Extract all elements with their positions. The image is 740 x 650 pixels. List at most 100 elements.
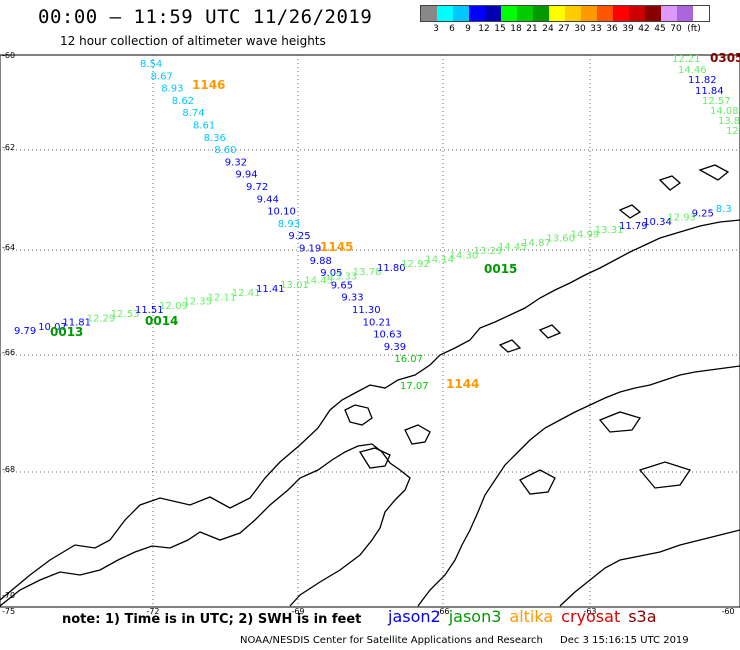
wave-height-value: 12.53 bbox=[111, 309, 140, 320]
wave-height-value: 9.25 bbox=[692, 208, 714, 219]
credit-text: NOAA/NESDIS Center for Satellite Applica… bbox=[240, 635, 543, 646]
longitude-labels: -75 -72 -69 -66 -63 -60 bbox=[2, 607, 735, 616]
generated-timestamp: Dec 3 15:16:15 UTC 2019 bbox=[560, 635, 689, 646]
wave-height-value: 10.10 bbox=[267, 207, 296, 218]
legend-swatch bbox=[437, 6, 453, 21]
longitude-label: -72 bbox=[146, 607, 159, 616]
legend-tick-label: 18 bbox=[510, 24, 522, 34]
wave-height-value: 16.07 bbox=[394, 354, 423, 365]
color-scale-legend: 3 6 9 12 15 18 21 24 27 30 33 36 39 42 45 70 (ft) bbox=[420, 5, 710, 34]
wave-height-value: 12.93 bbox=[667, 213, 696, 224]
pass-time-labels: 1146 1145 1144 0015 0014 0013 0305 bbox=[50, 51, 740, 391]
wave-height-value: 14.46 bbox=[678, 65, 707, 76]
wave-height-value: 11.80 bbox=[377, 263, 406, 274]
wave-height-value: 9.25 bbox=[288, 231, 310, 242]
satellite-key: jason2 jason3 altika cryosat s3a bbox=[388, 607, 665, 626]
wave-height-value: 9.05 bbox=[320, 268, 342, 279]
legend-tick-label: 24 bbox=[542, 24, 554, 34]
wave-height-value: 9.44 bbox=[257, 194, 279, 205]
wave-height-value: 8.60 bbox=[214, 145, 236, 156]
legend-swatch bbox=[661, 6, 677, 21]
legend-swatch bbox=[485, 6, 501, 21]
wave-height-value: 11.82 bbox=[688, 75, 717, 86]
pass-time-label: 0015 bbox=[484, 262, 517, 276]
latitude-label: -62 bbox=[2, 143, 15, 152]
map-frame bbox=[0, 54, 740, 608]
satellite-s3a: s3a bbox=[628, 607, 657, 626]
legend-swatch bbox=[501, 6, 517, 21]
wave-height-value: 12 bbox=[726, 126, 739, 137]
wave-height-value: 12.35 bbox=[183, 297, 212, 308]
longitude-label: -69 bbox=[291, 607, 304, 616]
map-subtitle: 12 hour collection of altimeter wave hei… bbox=[60, 34, 326, 48]
longitude-label: -60 bbox=[721, 607, 734, 616]
longitude-label: -75 bbox=[2, 607, 15, 616]
legend-tick-label: 42 bbox=[638, 24, 650, 34]
pass-time-label: 0305 bbox=[710, 51, 740, 65]
wave-height-value: 11.84 bbox=[695, 86, 724, 97]
latitude-label: -66 bbox=[2, 348, 15, 357]
legend-swatch bbox=[517, 6, 533, 21]
latitude-label: -64 bbox=[2, 243, 15, 252]
wave-height-value: 8.93 bbox=[278, 219, 300, 230]
wave-height-value: 10.07 bbox=[38, 322, 67, 333]
wave-height-value: 12.21 bbox=[672, 54, 701, 65]
latitude-label: -60 bbox=[2, 51, 15, 60]
wave-height-value: 12.29 bbox=[87, 313, 116, 324]
wave-height-value: 13.33 bbox=[329, 271, 358, 282]
legend-tick-label: 15 bbox=[494, 24, 506, 34]
legend-unit: (ft) bbox=[687, 24, 701, 34]
wave-height-value: 14.87 bbox=[522, 238, 551, 249]
wave-height-value: 13.8 bbox=[718, 116, 740, 127]
wave-height-value: 9.72 bbox=[246, 182, 268, 193]
wave-height-value: 11.30 bbox=[352, 305, 381, 316]
wave-height-value: 9.88 bbox=[310, 256, 332, 267]
satellite-altika: altika bbox=[509, 607, 554, 626]
wave-height-value: 13.31 bbox=[595, 225, 624, 236]
wave-height-value: 9.32 bbox=[225, 157, 247, 168]
wave-height-value: 8.62 bbox=[172, 96, 194, 107]
wave-height-value: 13.60 bbox=[546, 234, 575, 245]
wave-height-value: 8.93 bbox=[161, 84, 183, 95]
footnote: note: 1) Time is in UTC; 2) SWH is in fe… bbox=[62, 612, 362, 627]
wave-height-value: 14.45 bbox=[304, 276, 333, 287]
legend-swatch bbox=[549, 6, 565, 21]
legend-tick-label: 3 bbox=[433, 24, 439, 34]
pass-time-label: 1146 bbox=[192, 78, 225, 92]
wave-height-value: 12.92 bbox=[401, 259, 430, 270]
wave-height-value: 11.41 bbox=[256, 284, 285, 295]
wave-height-value: 9.65 bbox=[331, 280, 353, 291]
wave-height-value: 10.34 bbox=[643, 217, 672, 228]
legend-swatches bbox=[420, 5, 710, 22]
wave-height-value: 14.14 bbox=[425, 255, 454, 266]
legend-tick-label: 12 bbox=[478, 24, 490, 34]
wave-height-value: 12.41 bbox=[232, 288, 261, 299]
satellite-jason3: jason3 bbox=[448, 607, 502, 626]
wave-height-tracks: 8.548.678.938.628.748.618.368.609.329.94… bbox=[14, 54, 740, 392]
wave-height-value: 17.07 bbox=[400, 381, 429, 392]
latitude-labels: -60 -62 -64 -66 -68 -70 bbox=[2, 51, 15, 600]
pass-time-label: 1145 bbox=[320, 240, 353, 254]
wave-height-value: 8.61 bbox=[193, 121, 215, 132]
legend-swatch bbox=[693, 6, 709, 21]
map-title: 00:00 – 11:59 UTC 11/26/2019 bbox=[38, 6, 373, 28]
legend-tick-label: 36 bbox=[606, 24, 618, 34]
legend-swatch bbox=[613, 6, 629, 21]
wave-height-value: 13.29 bbox=[474, 246, 503, 257]
pass-time-label: 0014 bbox=[145, 314, 178, 328]
legend-swatch bbox=[645, 6, 661, 21]
legend-swatch bbox=[629, 6, 645, 21]
wave-height-value: 12.09 bbox=[159, 301, 188, 312]
credit-line: NOAA/NESDIS Center for Satellite Applica… bbox=[240, 635, 689, 646]
wave-height-value: 12.57 bbox=[702, 96, 731, 107]
satellite-jason2: jason2 bbox=[388, 607, 441, 626]
wave-height-value: 13.01 bbox=[280, 280, 309, 291]
longitude-label: -66 bbox=[436, 607, 449, 616]
wave-height-value: 9.33 bbox=[341, 293, 363, 304]
wave-height-value: 10.63 bbox=[373, 330, 402, 341]
wave-height-value: 8.54 bbox=[140, 59, 162, 70]
wave-height-value: 9.79 bbox=[14, 326, 36, 337]
latitude-label: -70 bbox=[2, 591, 15, 600]
wave-height-value: 11.51 bbox=[135, 305, 164, 316]
